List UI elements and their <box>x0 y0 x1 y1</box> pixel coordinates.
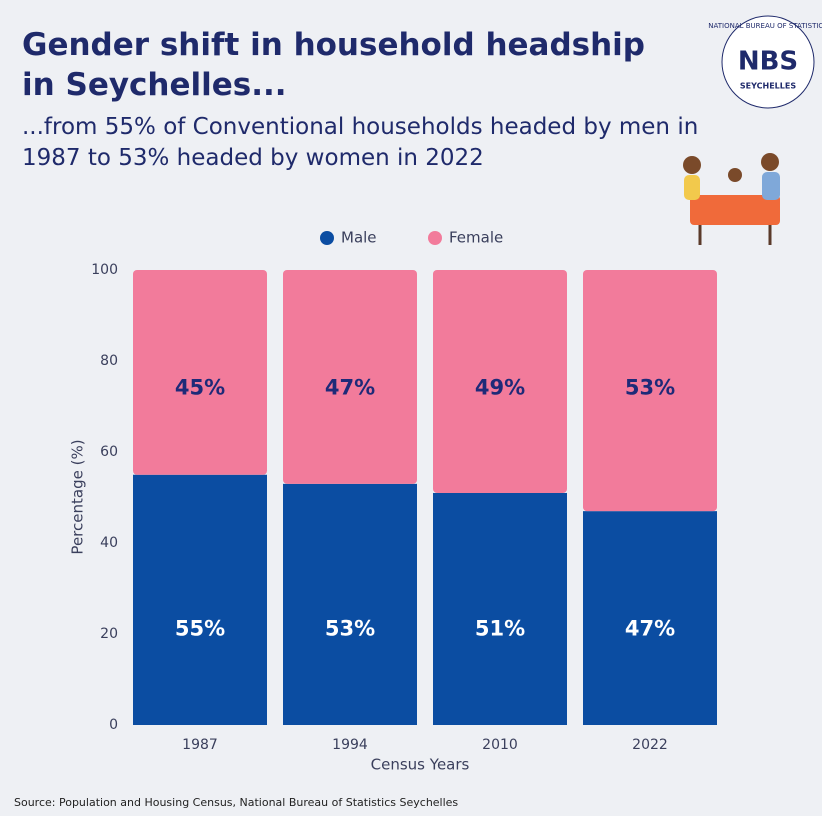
person <box>762 172 780 200</box>
person <box>761 153 779 171</box>
y-tick-label: 40 <box>100 535 118 551</box>
y-tick-label: 60 <box>100 444 118 460</box>
bar-segment <box>133 270 267 475</box>
x-axis-label: Census Years <box>371 756 470 774</box>
logo: NATIONAL BUREAU OF STATISTICS NBS SEYCHE… <box>708 15 822 109</box>
x-tick-label: 2022 <box>632 737 668 753</box>
value-label: 45% <box>175 375 225 399</box>
y-axis-label: Percentage (%) <box>69 439 87 554</box>
bar-segment <box>133 474 267 725</box>
value-label: 53% <box>325 616 375 640</box>
x-tick-label: 1987 <box>182 737 218 753</box>
source: Source: Population and Housing Census, N… <box>14 796 458 809</box>
person <box>728 168 742 182</box>
legend-label: Male <box>341 229 377 247</box>
bar-segment <box>583 511 717 725</box>
value-label: 51% <box>475 616 525 640</box>
x-tick-label: 2010 <box>482 737 518 753</box>
logo-country: SEYCHELLES <box>740 82 796 91</box>
bar-segment <box>283 270 417 484</box>
bar-segment <box>433 492 567 725</box>
x-tick-label: 1994 <box>332 737 368 753</box>
value-label: 47% <box>325 375 375 399</box>
value-label: 49% <box>475 375 525 399</box>
value-label: 47% <box>625 616 675 640</box>
subtitle-line: 1987 to 53% headed by women in 2022 <box>22 145 484 171</box>
chart-subtitle: ...from 55% of Conventional households h… <box>22 114 706 171</box>
logo-org: NATIONAL BUREAU OF STATISTICS <box>708 22 822 30</box>
y-tick-label: 0 <box>109 717 118 733</box>
legend-marker <box>320 231 334 245</box>
illustration <box>683 153 780 245</box>
legend-label: Female <box>449 229 503 247</box>
logo-circle <box>721 15 815 109</box>
bar-segment <box>583 270 717 512</box>
subtitle-text: ...from 55% of Conventional households h… <box>22 114 698 140</box>
person <box>683 156 701 174</box>
y-tick-label: 20 <box>100 626 118 642</box>
value-label: 53% <box>625 375 675 399</box>
bar-segment <box>433 270 567 493</box>
chart-title: Gender shift in household headship in Se… <box>22 27 656 103</box>
y-tick-label: 80 <box>100 353 118 369</box>
y-tick-label: 100 <box>91 262 118 278</box>
logo-name: NBS <box>738 47 798 77</box>
value-label: 55% <box>175 616 225 640</box>
title-text: Gender shift in household headship <box>22 27 645 63</box>
legend-marker <box>428 231 442 245</box>
person <box>684 175 700 200</box>
bar-segment <box>283 483 417 725</box>
title-line: in Seychelles... <box>22 67 287 103</box>
table-cloth <box>690 195 780 225</box>
